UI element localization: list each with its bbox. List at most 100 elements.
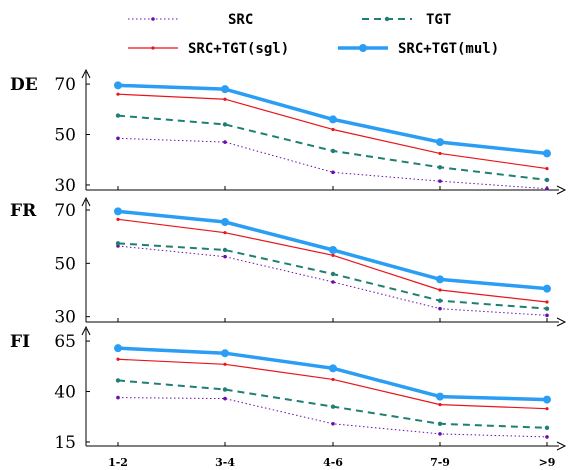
panel-label: DE [10,75,38,95]
data-point [115,113,121,118]
panel-fr: 30 50 70 FR [10,196,567,328]
x-tick-label: >9 [539,456,556,469]
series-src-tgt-mul [114,81,551,158]
y-tick-label: 70 [54,201,76,221]
data-point [223,362,227,366]
data-point [437,165,443,170]
series-src-tgt-mul [114,207,551,293]
data-point [331,422,335,426]
data-point [222,247,228,253]
x-axis-arrow [556,441,567,451]
panel-label: FI [10,332,30,352]
series-src-tgt-sgl [116,92,549,171]
y-tick-label: 50 [54,254,76,274]
panel-fi: 15 40 65 FI [10,325,567,453]
plot-panels: 30 50 70 DE 30 50 70 FR 15 40 65 FI [10,68,567,453]
y-tick-label: 65 [54,332,76,352]
data-point [438,432,442,436]
y-axis-arrow [81,68,91,79]
data-point [330,271,336,277]
data-point [329,364,337,373]
series-line [117,379,548,429]
series-src [116,136,549,191]
data-point [437,421,443,427]
data-point [114,344,122,353]
data-point [116,217,120,221]
x-tick-label: 7-9 [430,456,450,469]
data-point [544,425,550,431]
series-tgt [115,378,550,431]
series-src [116,395,549,439]
data-point [437,298,443,303]
x-tick-label: 4-6 [323,456,343,469]
series-line [117,245,548,316]
y-tick-label: 30 [54,176,76,196]
data-point [221,218,229,226]
data-point [543,395,551,404]
y-tick-label: 15 [54,433,76,453]
y-tick-label: 70 [54,75,76,95]
x-axis-arrow [556,185,567,195]
data-point [436,392,444,401]
data-point [438,306,442,311]
legend-item-mul: SRC+TGT(mul) [338,41,499,57]
data-point [438,288,442,292]
legend-item-src: SRC [128,12,253,28]
series-line [117,397,548,438]
data-point [223,97,227,101]
data-point [331,280,335,284]
data-point [545,435,549,439]
data-point [115,378,121,383]
series-line [117,93,548,170]
x-tick-label: 3-4 [215,456,235,469]
legend-item-sgl: SRC+TGT(sgl) [128,41,289,57]
data-point [116,395,120,400]
series-src-tgt-mul [114,344,551,404]
data-point [116,92,120,96]
data-point [115,241,121,246]
data-point [436,275,444,284]
legend-label-src: SRC [228,12,253,28]
data-point [331,170,335,175]
data-point [543,284,551,293]
data-point [223,140,227,144]
y-tick-label: 30 [54,308,76,328]
data-point [221,85,229,94]
y-tick-label: 40 [54,383,76,403]
y-axis-arrow [81,325,91,336]
data-point [222,122,228,127]
data-point [222,387,228,392]
x-tick-label: 1-2 [108,456,128,469]
x-axis-arrow [556,317,567,327]
data-point [221,349,229,358]
data-point [545,313,549,318]
panel-de: 30 50 70 DE [10,68,567,196]
series-tgt [115,113,550,183]
legend-item-tgt: TGT [362,12,451,28]
y-tick-label: 50 [54,126,76,146]
data-point [330,404,336,409]
series-src-tgt-sgl [116,217,549,304]
data-point [223,231,227,235]
legend: SRC TGT SRC+TGT(sgl) SRC+TGT(mul) [128,12,499,57]
data-point [330,148,336,154]
legend-label-sgl: SRC+TGT(sgl) [188,41,289,57]
panel-label: FR [10,201,37,221]
data-point [545,166,549,171]
data-point [114,207,122,216]
legend-label-tgt: TGT [426,12,451,28]
data-point [116,136,120,141]
data-point [329,246,337,254]
data-point [545,186,549,191]
series-src [116,244,549,318]
data-point [544,177,550,183]
data-point [114,81,122,90]
series-tgt [115,241,550,311]
data-point [223,396,227,401]
data-point [329,115,337,124]
data-point [331,127,335,132]
data-point [438,179,442,183]
series-line [117,218,548,303]
data-point [331,377,335,382]
